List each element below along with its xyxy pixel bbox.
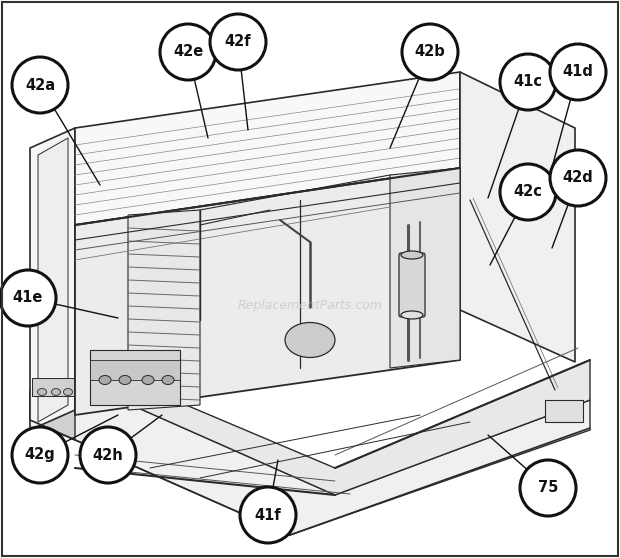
Circle shape bbox=[240, 487, 296, 543]
Circle shape bbox=[550, 44, 606, 100]
Ellipse shape bbox=[401, 251, 423, 259]
Ellipse shape bbox=[99, 376, 111, 384]
Bar bbox=[545, 400, 583, 422]
Text: 42d: 42d bbox=[562, 171, 593, 185]
Text: 41c: 41c bbox=[513, 75, 542, 89]
Text: 42g: 42g bbox=[25, 448, 55, 463]
Text: 41f: 41f bbox=[255, 507, 281, 522]
Ellipse shape bbox=[63, 388, 73, 396]
Bar bbox=[90, 360, 180, 380]
Text: 75: 75 bbox=[538, 480, 558, 496]
Circle shape bbox=[210, 14, 266, 70]
FancyBboxPatch shape bbox=[399, 253, 425, 317]
Ellipse shape bbox=[119, 376, 131, 384]
Ellipse shape bbox=[51, 388, 61, 396]
Polygon shape bbox=[75, 358, 590, 495]
Text: 42c: 42c bbox=[513, 185, 542, 200]
Circle shape bbox=[160, 24, 216, 80]
Polygon shape bbox=[75, 168, 460, 415]
Text: 41d: 41d bbox=[562, 65, 593, 79]
Ellipse shape bbox=[285, 323, 335, 358]
Circle shape bbox=[12, 57, 68, 113]
Circle shape bbox=[500, 54, 556, 110]
Polygon shape bbox=[38, 138, 68, 422]
Ellipse shape bbox=[37, 388, 46, 396]
Text: 41e: 41e bbox=[13, 291, 43, 305]
Text: 42b: 42b bbox=[415, 45, 445, 60]
Ellipse shape bbox=[401, 311, 423, 319]
Text: 42e: 42e bbox=[173, 45, 203, 60]
Bar bbox=[90, 350, 180, 405]
Polygon shape bbox=[75, 72, 460, 225]
Text: 42a: 42a bbox=[25, 78, 55, 93]
Circle shape bbox=[0, 270, 56, 326]
Circle shape bbox=[402, 24, 458, 80]
Bar bbox=[32, 378, 74, 396]
Circle shape bbox=[550, 150, 606, 206]
Circle shape bbox=[12, 427, 68, 483]
Polygon shape bbox=[128, 210, 200, 410]
Polygon shape bbox=[30, 128, 75, 430]
Text: 42f: 42f bbox=[224, 35, 251, 50]
Circle shape bbox=[520, 460, 576, 516]
Polygon shape bbox=[460, 72, 575, 362]
Polygon shape bbox=[30, 390, 75, 440]
Ellipse shape bbox=[162, 376, 174, 384]
Polygon shape bbox=[30, 380, 590, 535]
Polygon shape bbox=[390, 168, 460, 368]
Circle shape bbox=[500, 164, 556, 220]
Ellipse shape bbox=[142, 376, 154, 384]
Text: ReplacementParts.com: ReplacementParts.com bbox=[237, 299, 383, 311]
Circle shape bbox=[80, 427, 136, 483]
Text: 42h: 42h bbox=[92, 448, 123, 463]
